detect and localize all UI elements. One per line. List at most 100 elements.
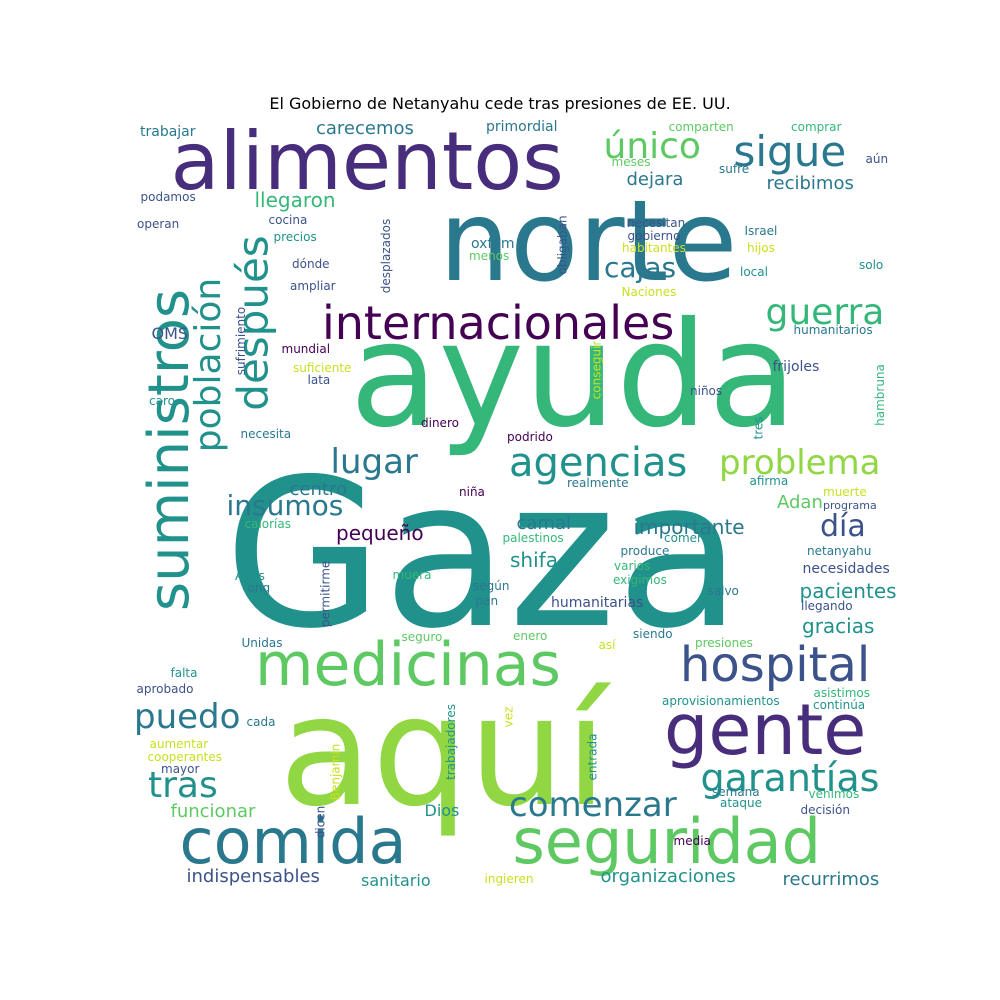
word-mundial: mundial	[281, 342, 331, 356]
word-segun: según	[473, 579, 510, 593]
word-problema: problema	[719, 443, 881, 483]
word-necesidades: necesidades	[802, 561, 890, 577]
word-sufrimiento: sufrimiento	[234, 306, 249, 376]
word-cada: cada	[246, 715, 276, 729]
word-meses: meses	[611, 155, 651, 169]
word-donde: dónde	[292, 257, 330, 271]
word-dios: Dios	[424, 801, 460, 820]
word-cooperantes: cooperantes	[147, 750, 223, 764]
word-humanitarios: humanitarios	[793, 323, 873, 337]
word-carecemos: carecemos	[316, 118, 414, 139]
word-gente: gente	[664, 689, 867, 771]
word-gaza: Gaza	[224, 435, 742, 674]
word-hospital: hospital	[680, 637, 871, 693]
word-muera: muera	[392, 568, 432, 582]
word-gracias: gracias	[802, 614, 875, 638]
word-shifa: shifa	[510, 548, 558, 572]
word-habitantes: habitantes	[622, 241, 686, 255]
word-puedo: puedo	[134, 697, 241, 737]
word-solo: solo	[859, 258, 884, 272]
word-exigimos: exigimos	[613, 573, 667, 587]
word-hijos: hijos	[747, 241, 775, 255]
word-dejara: dejara	[626, 169, 684, 190]
word-camal: camal	[516, 513, 572, 534]
word-dicen: dicen	[312, 805, 327, 839]
word-vez: vez	[500, 706, 515, 728]
word-indispensables: indispensables	[186, 866, 320, 887]
word-guerra: guerra	[765, 292, 885, 333]
word-netanyahu: netanyahu	[807, 544, 872, 558]
word-recurrimos: recurrimos	[782, 869, 880, 890]
word-podrido: podrido	[507, 430, 553, 444]
word-muerte: muerte	[823, 485, 867, 499]
word-decision: decisión	[800, 803, 850, 817]
word-medicinas: medicinas	[255, 630, 561, 700]
word-trabajadores: trabajadores	[443, 704, 458, 780]
word-asistimos: asistimos	[813, 686, 871, 700]
word-unico: único	[603, 126, 701, 167]
word-adan: Adan	[777, 492, 823, 513]
word-ninos: niños	[690, 384, 723, 398]
word-agencias: agencias	[509, 440, 688, 486]
word-enero: enero	[513, 629, 548, 643]
word-comparten: comparten	[668, 120, 734, 134]
word-trabajar: trabajar	[140, 124, 196, 140]
word-unidas: Unidas	[241, 636, 283, 650]
word-varios: varios	[614, 559, 651, 573]
word-tres: tres	[751, 416, 766, 440]
word-pan: pan	[475, 594, 499, 608]
word-norte: norte	[439, 177, 738, 307]
word-continua: continúa	[813, 698, 866, 712]
word-afirma: afirma	[749, 474, 789, 488]
word-media: media	[673, 834, 711, 848]
word-primordial: primordial	[486, 119, 558, 135]
word-local: local	[740, 265, 768, 279]
word-operan: operan	[137, 217, 180, 231]
word-dinero: dinero	[421, 416, 459, 430]
word-recibimos: recibimos	[766, 173, 854, 194]
word-falta: falta	[170, 666, 198, 680]
word-programa: programa	[823, 498, 877, 512]
word-nina: niña	[459, 485, 485, 499]
word-siendo: siendo	[633, 627, 673, 641]
word-lugar: lugar	[330, 442, 418, 482]
word-aun: aún	[865, 152, 889, 166]
word-entrada: entrada	[584, 733, 599, 781]
word-tras: tras	[148, 765, 218, 806]
word-oms: OMS	[151, 324, 189, 343]
word-altos: Altos	[235, 569, 265, 583]
word-cajas: cajas	[604, 251, 677, 284]
word-ataque: ataque	[720, 796, 763, 810]
word-venimos: venimos	[808, 787, 860, 801]
word-ampliar: ampliar	[290, 279, 336, 293]
word-comer: comer	[664, 531, 702, 545]
word-semana: semana	[712, 785, 760, 799]
word-comida: comida	[179, 805, 407, 878]
word-obligaban: obligaban	[555, 215, 570, 275]
word-benjamin: Benjamín	[327, 743, 342, 801]
word-sigue: sigue	[733, 127, 847, 176]
word-internacionales: internacionales	[322, 296, 675, 350]
word-conseguir: conseguir	[588, 340, 603, 400]
word-organizaciones: organizaciones	[600, 866, 736, 887]
word-aqui: aquí	[279, 663, 608, 840]
word-suficiente: suficiente	[293, 361, 352, 375]
word-permitirme: permitirme	[317, 560, 332, 628]
word-necesitan: necesitan	[627, 216, 686, 230]
word-presiones: presiones	[695, 636, 753, 650]
word-cocina: cocina	[268, 213, 308, 227]
word-seguro: seguro	[401, 630, 443, 644]
word-ayuda: ayuda	[349, 290, 797, 460]
word-podamos: podamos	[140, 190, 196, 204]
word-necesita: necesita	[240, 427, 292, 441]
word-salvo: salvo	[707, 584, 739, 598]
word-comenzar: comenzar	[509, 785, 677, 825]
word-llegando: llegando	[801, 599, 853, 613]
word-hambruna: hambruna	[872, 364, 887, 426]
word-importante: importante	[633, 515, 745, 539]
word-mayor: mayor	[161, 762, 200, 776]
chart-title: El Gobierno de Netanyahu cede tras presi…	[269, 94, 731, 113]
word-pequeno: pequeño	[336, 521, 424, 545]
